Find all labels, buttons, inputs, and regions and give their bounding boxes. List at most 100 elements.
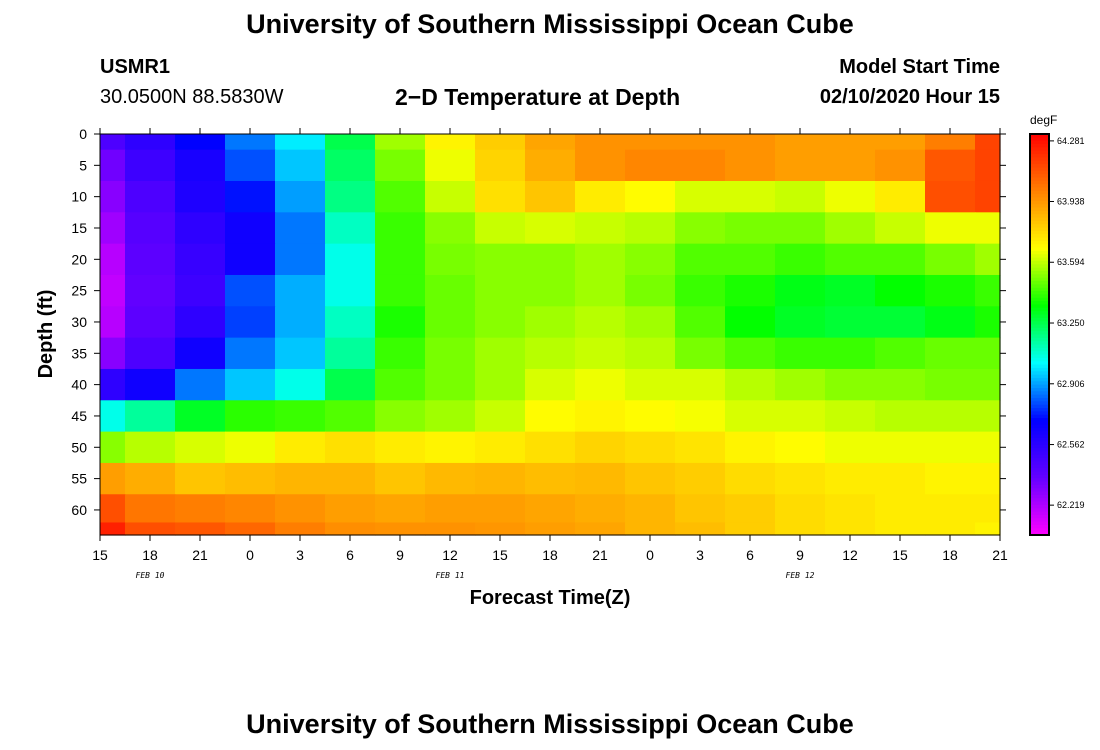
heatmap-cell <box>275 368 326 401</box>
heatmap-cell <box>125 306 176 339</box>
colorbar-swatch <box>1030 508 1049 513</box>
heatmap-cell <box>775 462 826 495</box>
station-coords: 30.0500N 88.5830W <box>100 86 284 108</box>
x-tick-label: 6 <box>346 547 354 563</box>
colorbar-swatch <box>1030 147 1049 152</box>
heatmap-cell <box>975 180 1001 213</box>
heatmap-cells <box>100 134 1001 536</box>
heatmap-cell <box>125 431 176 464</box>
colorbar-swatch <box>1030 434 1049 439</box>
heatmap-cell <box>125 243 176 276</box>
heatmap-cell <box>925 522 976 536</box>
heatmap-cell <box>875 368 926 401</box>
heatmap-cell <box>725 306 776 339</box>
heatmap-cell <box>425 400 476 433</box>
model-start-value: 02/10/2020 Hour 15 <box>819 86 1000 108</box>
colorbar-swatch <box>1030 337 1049 342</box>
heatmap-cell <box>925 400 976 433</box>
heatmap-cell <box>525 337 576 370</box>
colorbar-swatch <box>1030 501 1049 506</box>
heatmap-cell <box>925 494 976 524</box>
colorbar-swatch <box>1030 227 1049 232</box>
colorbar-swatch <box>1030 377 1049 382</box>
colorbar-swatch <box>1030 344 1049 349</box>
colorbar-swatch <box>1030 294 1049 299</box>
heatmap-cell <box>625 149 676 182</box>
heatmap-cell <box>625 462 676 495</box>
heatmap-cell <box>725 431 776 464</box>
colorbar-swatch <box>1030 247 1049 252</box>
heatmap-cell <box>875 306 926 339</box>
colorbar-swatch <box>1030 150 1049 155</box>
heatmap-cell <box>325 274 376 307</box>
colorbar-swatch <box>1030 301 1049 306</box>
heatmap-cell <box>100 400 126 433</box>
colorbar-swatch <box>1030 230 1049 235</box>
heatmap-cell <box>625 134 676 151</box>
heatmap-cell <box>425 306 476 339</box>
heatmap-cell <box>575 462 626 495</box>
colorbar-swatch <box>1030 200 1049 205</box>
heatmap-cell <box>875 494 926 524</box>
heatmap-cell <box>875 134 926 151</box>
heatmap-cell <box>325 337 376 370</box>
heatmap-cell <box>225 274 276 307</box>
x-tick-label: 0 <box>646 547 654 563</box>
heatmap-cell <box>275 149 326 182</box>
heatmap-cell <box>675 212 726 245</box>
heatmap-cell <box>525 306 576 339</box>
heatmap-cell <box>925 274 976 307</box>
heatmap-cell <box>575 180 626 213</box>
heatmap-cell <box>125 400 176 433</box>
y-tick-label: 35 <box>71 345 87 361</box>
heatmap-cell <box>475 400 526 433</box>
colorbar-swatch <box>1030 468 1049 473</box>
x-tick-label: 15 <box>92 547 108 563</box>
colorbar-swatch <box>1030 471 1049 476</box>
colorbar-swatch <box>1030 184 1049 189</box>
colorbar-swatch <box>1030 324 1049 329</box>
x-date-label: FEB 12 <box>786 571 815 580</box>
heatmap-cell <box>725 400 776 433</box>
colorbar-swatch <box>1030 481 1049 486</box>
heatmap-cell <box>100 212 126 245</box>
colorbar-swatch <box>1030 214 1049 219</box>
heatmap-cell <box>425 522 476 536</box>
colorbar-swatch <box>1030 421 1049 426</box>
colorbar-tick-label: 63.938 <box>1057 196 1085 206</box>
heatmap-cell <box>275 522 326 536</box>
heatmap-cell <box>825 134 876 151</box>
heatmap-cell <box>275 337 326 370</box>
colorbar-swatch <box>1030 157 1049 162</box>
y-axis-ticks: 0 5 10 15 20 25 30 35 40 45 50 55 60 <box>71 126 1006 518</box>
colorbar-swatch <box>1030 354 1049 359</box>
heatmap-cell <box>425 180 476 213</box>
heatmap-cell <box>475 431 526 464</box>
heatmap-cell <box>525 400 576 433</box>
heatmap-cell <box>425 462 476 495</box>
colorbar-swatch <box>1030 401 1049 406</box>
heatmap-cell <box>325 462 376 495</box>
heatmap-cell <box>525 522 576 536</box>
heatmap-cell <box>925 368 976 401</box>
heatmap-cell <box>375 306 426 339</box>
colorbar-swatch <box>1030 341 1049 346</box>
heatmap-cell <box>375 274 426 307</box>
y-tick-label: 30 <box>71 314 87 330</box>
heatmap-cell <box>575 522 626 536</box>
heatmap-cell <box>475 243 526 276</box>
heatmap-cell <box>825 149 876 182</box>
heatmap-cell <box>525 243 576 276</box>
colorbar-swatch <box>1030 521 1049 526</box>
heatmap-cell <box>575 431 626 464</box>
colorbar-swatch <box>1030 381 1049 386</box>
heatmap-cell <box>525 134 576 151</box>
heatmap-cell <box>675 274 726 307</box>
colorbar-swatch <box>1030 394 1049 399</box>
heatmap-cell <box>475 274 526 307</box>
heatmap-cell <box>225 134 276 151</box>
heatmap-cell <box>575 337 626 370</box>
heatmap-cell <box>325 134 376 151</box>
y-tick-label: 15 <box>71 220 87 236</box>
